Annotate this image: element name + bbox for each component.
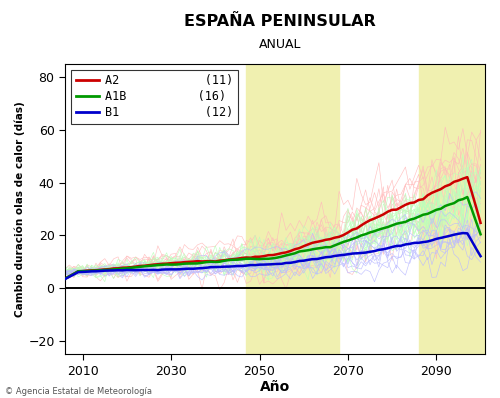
Y-axis label: Cambio duración olas de calor (días): Cambio duración olas de calor (días): [15, 101, 26, 317]
Bar: [246, 64, 339, 354]
Text: ESPAÑA PENINSULAR: ESPAÑA PENINSULAR: [184, 14, 376, 29]
Text: ANUAL: ANUAL: [259, 38, 301, 51]
Bar: [418, 64, 485, 354]
X-axis label: Año: Año: [260, 380, 290, 394]
Text: © Agencia Estatal de Meteorología: © Agencia Estatal de Meteorología: [5, 387, 152, 396]
Legend: A2            (11), A1B          (16), B1            (12): A2 (11), A1B (16), B1 (12): [71, 70, 238, 124]
